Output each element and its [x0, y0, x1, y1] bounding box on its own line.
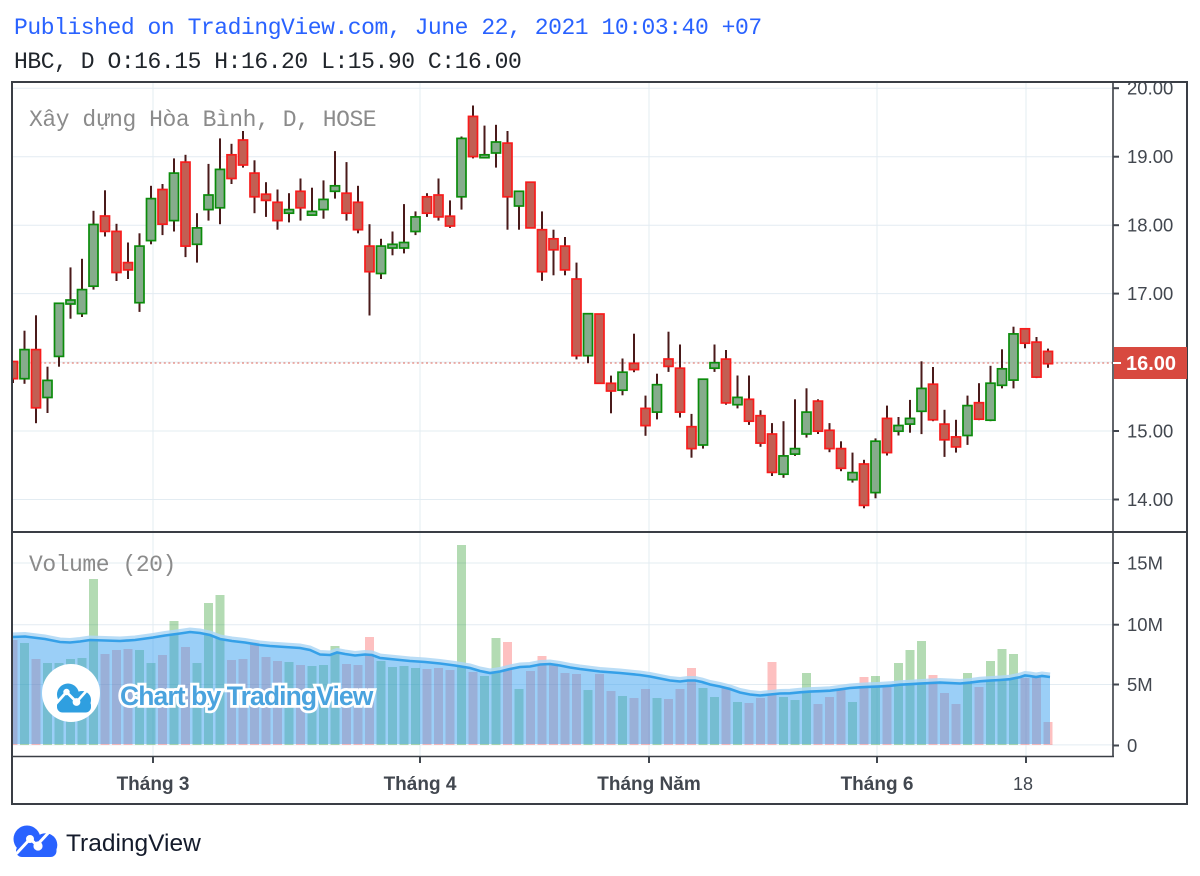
svg-text:19.00: 19.00	[1127, 146, 1173, 167]
svg-text:Tháng 6: Tháng 6	[841, 774, 914, 795]
svg-text:5M: 5M	[1127, 674, 1153, 695]
svg-text:HBC, D O:16.15 H:16.20 L:15.90: HBC, D O:16.15 H:16.20 L:15.90 C:16.00	[14, 49, 521, 75]
svg-text:15M: 15M	[1127, 553, 1163, 574]
svg-text:TradingView: TradingView	[66, 830, 201, 857]
svg-text:14.00: 14.00	[1127, 489, 1173, 510]
svg-text:17.00: 17.00	[1127, 283, 1173, 304]
svg-text:Xây dựng Hòa Bình, D, HOSE: Xây dựng Hòa Bình, D, HOSE	[29, 107, 376, 133]
svg-text:Published on TradingView.com,: Published on TradingView.com, June 22, 2…	[14, 15, 762, 41]
svg-text:20.00: 20.00	[1127, 78, 1173, 99]
svg-text:Tháng Năm: Tháng Năm	[597, 774, 700, 795]
svg-text:Tháng 3: Tháng 3	[117, 774, 190, 795]
svg-text:0: 0	[1127, 735, 1137, 756]
svg-text:18.00: 18.00	[1127, 215, 1173, 236]
svg-text:Chart by TradingView: Chart by TradingView	[120, 681, 374, 711]
svg-text:15.00: 15.00	[1127, 421, 1173, 442]
svg-text:Tháng 4: Tháng 4	[384, 774, 457, 795]
svg-text:18: 18	[1013, 774, 1033, 794]
svg-text:Volume (20): Volume (20)	[29, 552, 176, 578]
svg-text:16.00: 16.00	[1126, 353, 1176, 375]
svg-text:10M: 10M	[1127, 614, 1163, 635]
